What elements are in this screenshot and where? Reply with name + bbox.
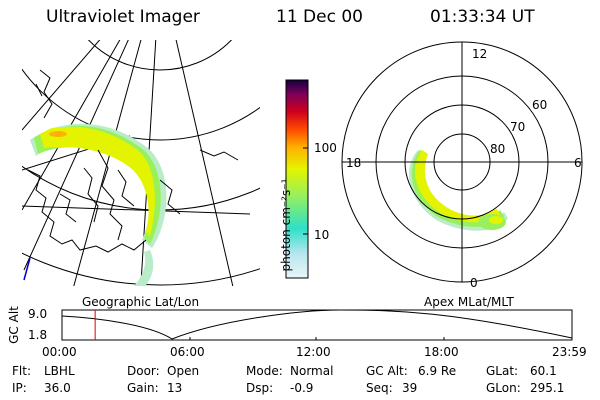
mlat-label-70: 70 <box>510 120 526 134</box>
geographic-caption: Geographic Lat/Lon <box>82 295 200 309</box>
colorbar-tick-10: 10 <box>314 228 330 242</box>
colorbar-ticks <box>303 147 308 235</box>
colorbar-label: photon cm⁻²s⁻¹ <box>279 178 293 272</box>
timeline-ytick-low: 1.8 <box>28 328 48 342</box>
gc-alt-value: 6.9 Re <box>418 364 457 378</box>
colorbar-tick-100: 100 <box>314 141 337 155</box>
image-time: 01:33:34 UT <box>430 7 535 27</box>
mlt-label-0: 0 <box>470 276 478 290</box>
gain-label: Gain: <box>127 381 159 395</box>
dsp-label: Dsp: <box>246 381 274 395</box>
timeline-panel <box>61 309 573 341</box>
glat-value: 60.1 <box>530 364 557 378</box>
ip-value: 36.0 <box>44 381 71 395</box>
seq-value: 39 <box>402 381 418 395</box>
map-aurora <box>30 123 167 286</box>
flt-value: LBHL <box>44 364 75 378</box>
seq-label: Seq: <box>366 381 393 395</box>
mlat-label-80: 80 <box>490 142 506 156</box>
mode-value: Normal <box>290 364 334 378</box>
door-label: Door: <box>127 364 160 378</box>
timeline-xtick-1800: 18:00 <box>424 345 459 359</box>
mlt-label-18: 18 <box>346 156 362 170</box>
glon-label: GLon: <box>486 381 521 395</box>
timeline-ylabel: GC Alt <box>7 306 21 344</box>
timeline-ytick-high: 9.0 <box>28 307 48 321</box>
glat-label: GLat: <box>486 364 519 378</box>
timeline-xtick-1200: 12:00 <box>296 345 331 359</box>
flt-label: Flt: <box>12 364 31 378</box>
ip-label: IP: <box>12 381 27 395</box>
timeline-xtick-2359: 23:59 <box>552 345 587 359</box>
polar-plot <box>341 41 583 283</box>
colorbar <box>285 79 309 279</box>
timeline-xtick-0000: 00:00 <box>42 345 77 359</box>
dsp-value: -0.9 <box>290 381 314 395</box>
timeline-xtick-0600: 06:00 <box>170 345 205 359</box>
glon-value: 295.1 <box>530 381 565 395</box>
polar-aurora <box>409 150 508 231</box>
mlat-label-60: 60 <box>532 98 548 112</box>
timeline-ticks <box>61 337 573 340</box>
geographic-map <box>22 40 260 286</box>
map-grid <box>22 40 260 286</box>
image-date: 11 Dec 00 <box>276 7 363 27</box>
imager-title: Ultraviolet Imager <box>46 7 200 27</box>
terminator-line <box>23 257 31 281</box>
map-coastlines <box>27 69 239 253</box>
polar-caption: Apex MLat/MLT <box>424 295 514 309</box>
gc-alt-label: GC Alt: <box>366 364 408 378</box>
mode-label: Mode: <box>246 364 283 378</box>
mlt-label-6: 6 <box>574 156 582 170</box>
polar-grid <box>342 42 582 282</box>
door-value: Open <box>167 364 200 378</box>
gain-value: 13 <box>167 381 183 395</box>
altitude-curve <box>61 309 573 340</box>
mlt-label-12: 12 <box>472 47 488 61</box>
